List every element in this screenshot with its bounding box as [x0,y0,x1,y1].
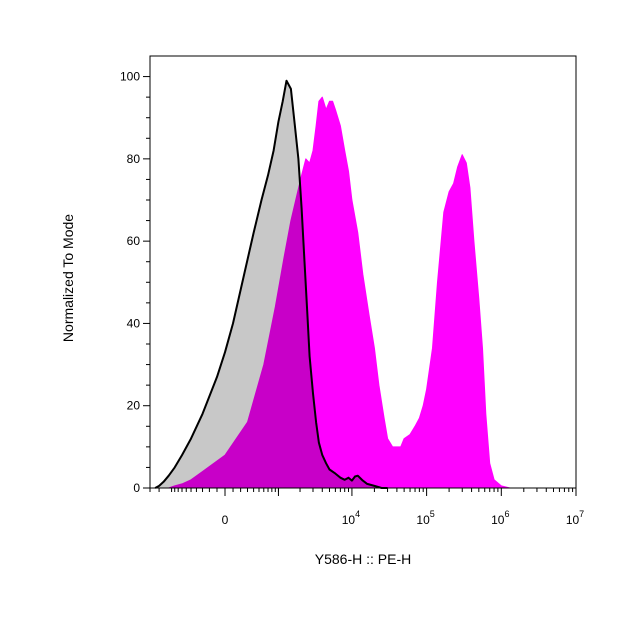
y-axis-title: Normalized To Mode [60,214,76,342]
y-tick-label: 20 [127,399,141,413]
plot-frame [149,55,577,489]
x-tick-label: 0 [222,513,229,527]
x-axis-title: Y586-H :: PE-H [315,551,411,567]
y-tick-label: 0 [133,481,140,495]
y-tick-label: 100 [120,70,140,84]
x-tick-label: 107 [566,509,584,527]
x-tick-label: 104 [342,509,360,527]
y-tick-label: 80 [127,152,141,166]
series-1-area [155,80,388,488]
x-tick-exponent: 4 [355,509,360,519]
series-1-outline [154,79,388,489]
x-tick-label: 105 [416,509,434,527]
series-layer [154,79,576,489]
x-tick-label: 106 [491,509,509,527]
y-tick-label: 60 [127,234,141,248]
y-tick-label: 40 [127,316,141,330]
x-tick-exponent: 6 [504,509,509,519]
x-tick-exponent: 7 [579,509,584,519]
x-tick-exponent: 5 [430,509,435,519]
